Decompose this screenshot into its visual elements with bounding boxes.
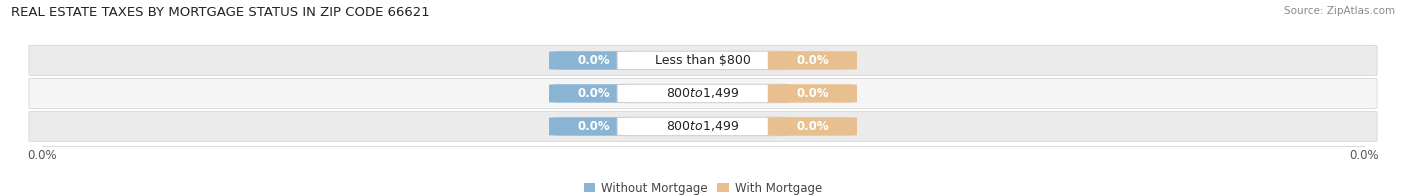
Text: Source: ZipAtlas.com: Source: ZipAtlas.com bbox=[1284, 6, 1395, 16]
FancyBboxPatch shape bbox=[30, 111, 1376, 142]
Text: 0.0%: 0.0% bbox=[578, 54, 610, 67]
FancyBboxPatch shape bbox=[768, 117, 858, 136]
Text: $800 to $1,499: $800 to $1,499 bbox=[666, 86, 740, 100]
Text: 0.0%: 0.0% bbox=[796, 54, 828, 67]
Text: 0.0%: 0.0% bbox=[578, 87, 610, 100]
FancyBboxPatch shape bbox=[548, 51, 638, 70]
Text: Less than $800: Less than $800 bbox=[655, 54, 751, 67]
FancyBboxPatch shape bbox=[617, 84, 789, 103]
FancyBboxPatch shape bbox=[30, 45, 1376, 76]
FancyBboxPatch shape bbox=[548, 84, 638, 103]
FancyBboxPatch shape bbox=[30, 78, 1376, 109]
Legend: Without Mortgage, With Mortgage: Without Mortgage, With Mortgage bbox=[579, 177, 827, 195]
FancyBboxPatch shape bbox=[768, 51, 858, 70]
Text: 0.0%: 0.0% bbox=[578, 120, 610, 133]
Text: 0.0%: 0.0% bbox=[796, 87, 828, 100]
FancyBboxPatch shape bbox=[548, 117, 638, 136]
Text: $800 to $1,499: $800 to $1,499 bbox=[666, 120, 740, 133]
FancyBboxPatch shape bbox=[617, 117, 789, 136]
FancyBboxPatch shape bbox=[617, 51, 789, 70]
FancyBboxPatch shape bbox=[768, 84, 858, 103]
Text: REAL ESTATE TAXES BY MORTGAGE STATUS IN ZIP CODE 66621: REAL ESTATE TAXES BY MORTGAGE STATUS IN … bbox=[11, 6, 430, 19]
Text: 0.0%: 0.0% bbox=[796, 120, 828, 133]
